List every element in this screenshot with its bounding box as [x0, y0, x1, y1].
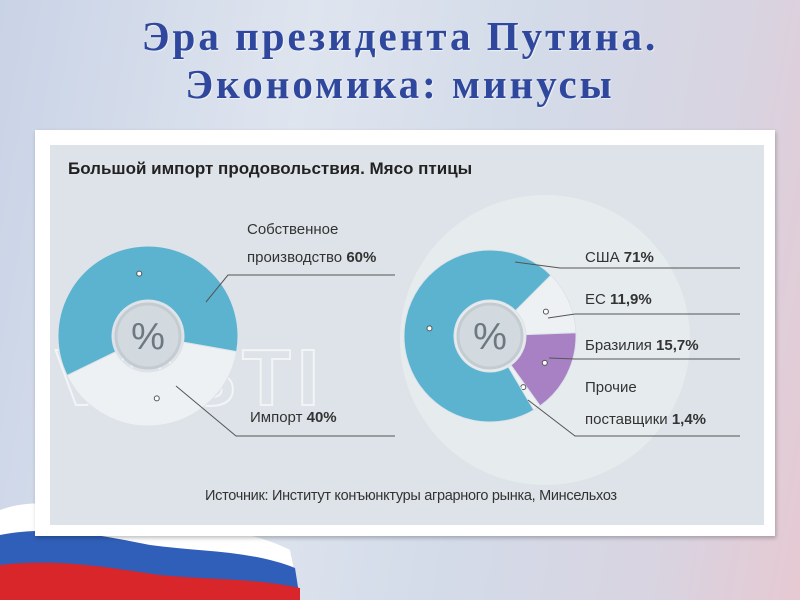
slide-title: Эра президента Путина. Экономика: минусы — [0, 12, 800, 108]
leader-line-import — [175, 385, 395, 437]
label-own-production-name: производство — [247, 249, 342, 266]
label-own-production: производство 60% — [247, 249, 376, 266]
label-brazil-name: Бразилия — [585, 337, 652, 354]
label-usa: США 71% — [585, 249, 654, 266]
donut-center-percent-label: % — [131, 316, 165, 358]
label-import: Импорт 40% — [250, 409, 337, 426]
label-other-line1: Прочие — [585, 379, 637, 396]
slice-marker-dot — [520, 384, 527, 391]
slide-title-line-2: Экономика: минусы — [185, 61, 615, 107]
slide-title-line-1: Эра президента Путина. — [141, 13, 659, 59]
slice-marker-dot — [153, 395, 160, 402]
donut-center-percent-label: % — [473, 316, 507, 358]
donut-chart-import-by-country: % — [403, 249, 577, 423]
infographic-frame: VOSTI Большой импорт продовольствия. Мяс… — [35, 130, 775, 536]
slice-marker-dot — [542, 308, 549, 315]
donut-hole — [456, 302, 524, 370]
label-eu: ЕС 11,9% — [585, 291, 652, 308]
infographic: VOSTI Большой импорт продовольствия. Мяс… — [50, 145, 764, 525]
label-eu-name: ЕС — [585, 291, 606, 308]
donut-slice-импорт — [66, 341, 238, 427]
value-own-production: 60% — [346, 249, 376, 266]
label-other: поставщики 1,4% — [585, 411, 706, 428]
leader-line-own-production — [205, 274, 395, 303]
label-brazil: Бразилия 15,7% — [585, 337, 699, 354]
value-brazil: 15,7% — [656, 337, 699, 354]
donut-slice-производство — [57, 245, 239, 377]
slice-marker-dot — [136, 270, 143, 277]
slice-marker-dot — [426, 325, 433, 332]
value-usa: 71% — [624, 249, 654, 266]
donut-slice-сша — [403, 249, 552, 423]
label-import-name: Импорт — [250, 409, 303, 426]
label-usa-name: США — [585, 249, 620, 266]
infographic-title: Большой импорт продовольствия. Мясо птиц… — [68, 159, 472, 178]
leader-line-eu — [547, 313, 740, 319]
donut-chart-domestic-vs-import: % — [57, 245, 239, 427]
source-note: Источник: Институт конъюнктуры аграрного… — [205, 488, 617, 504]
donut-hole — [114, 302, 182, 370]
value-eu: 11,9% — [610, 291, 652, 308]
leader-line-other — [527, 399, 740, 437]
leader-line-brazil — [548, 357, 740, 360]
leader-line-usa — [514, 261, 740, 269]
label-own-production-line1: Собственное — [247, 221, 338, 238]
label-other-name: поставщики — [585, 411, 668, 428]
slice-marker-dot — [541, 359, 548, 366]
value-import: 40% — [307, 409, 337, 426]
value-other: 1,4% — [672, 411, 706, 428]
